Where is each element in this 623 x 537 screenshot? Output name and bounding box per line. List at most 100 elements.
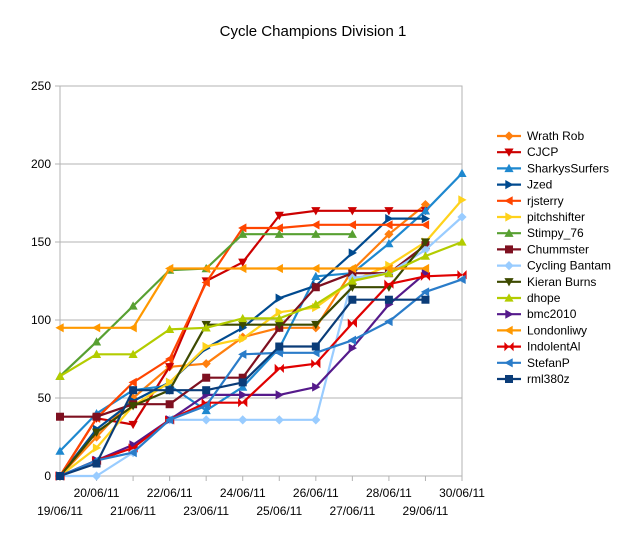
legend-label: pitchshifter bbox=[527, 210, 585, 224]
y-tick-label: 50 bbox=[38, 391, 52, 405]
legend-swatch-marker bbox=[505, 245, 513, 253]
legend-label: Stimpy_76 bbox=[527, 226, 584, 240]
legend-entry: Wrath Rob bbox=[497, 129, 584, 143]
series-line bbox=[60, 275, 462, 476]
data-point bbox=[93, 460, 101, 468]
x-tick-label: 24/06/11 bbox=[220, 486, 266, 500]
x-tick-label: 25/06/11 bbox=[256, 504, 302, 518]
y-tick-label: 200 bbox=[31, 157, 51, 171]
x-tick-label: 30/06/11 bbox=[439, 486, 485, 500]
legend-entry: Kieran Burns bbox=[497, 275, 596, 289]
legend-label: Wrath Rob bbox=[527, 129, 584, 143]
series-line bbox=[60, 279, 462, 476]
x-tick-label: 20/06/11 bbox=[74, 486, 120, 500]
data-point bbox=[275, 264, 283, 273]
x-tick-label: 21/06/11 bbox=[110, 504, 156, 518]
data-point bbox=[311, 359, 320, 368]
legend-entry: Stimpy_76 bbox=[497, 226, 584, 240]
legend-entry: bmc2010 bbox=[497, 307, 577, 321]
legend-entry: dhope bbox=[497, 291, 561, 305]
data-point bbox=[311, 220, 319, 229]
data-point bbox=[457, 169, 466, 177]
data-point bbox=[202, 415, 211, 424]
legend-swatch-marker bbox=[505, 180, 513, 189]
legend-entry: CJCP bbox=[497, 145, 558, 159]
data-point bbox=[348, 336, 356, 345]
data-point bbox=[385, 296, 393, 304]
legend-label: bmc2010 bbox=[527, 307, 577, 321]
data-point bbox=[56, 413, 64, 421]
series-line bbox=[60, 211, 426, 476]
legend-label: Londonliwy bbox=[527, 323, 587, 337]
series-indolental bbox=[55, 270, 466, 480]
data-point bbox=[312, 283, 320, 291]
data-point bbox=[56, 472, 64, 480]
legend-label: dhope bbox=[527, 291, 561, 305]
data-point bbox=[275, 415, 284, 424]
legend-label: StefanP bbox=[527, 356, 570, 370]
legend-label: CJCP bbox=[527, 145, 558, 159]
legend-swatch-marker bbox=[504, 358, 512, 367]
y-tick-label: 100 bbox=[31, 313, 51, 327]
data-point bbox=[276, 294, 284, 303]
legend-label: Jzed bbox=[527, 178, 552, 192]
line-chart: Cycle Champions Division 1 0 50 100 150 200 2… bbox=[0, 0, 623, 537]
legend-entry: IndolentAl bbox=[497, 340, 580, 354]
legend-entry: StefanP bbox=[497, 356, 570, 370]
legend-entry: Chummster bbox=[497, 242, 589, 256]
x-tick-label: 23/06/11 bbox=[183, 504, 229, 518]
data-point bbox=[311, 415, 320, 424]
series-jzed bbox=[56, 214, 430, 481]
legend-entry: Cycling Bantam bbox=[497, 259, 611, 273]
legend-label: SharkysSurfers bbox=[527, 161, 609, 175]
legend-label: rml380z bbox=[527, 372, 570, 386]
data-point bbox=[166, 400, 174, 408]
legend-entry: Londonliwy bbox=[497, 323, 587, 337]
data-point bbox=[128, 323, 136, 332]
y-tick-label: 150 bbox=[31, 235, 51, 249]
legend-label: Cycling Bantam bbox=[527, 259, 611, 273]
x-tick-label: 29/06/11 bbox=[403, 504, 449, 518]
legend-label: Chummster bbox=[527, 242, 589, 256]
y-tick-label: 0 bbox=[44, 469, 51, 483]
legend-entry: pitchshifter bbox=[497, 210, 585, 224]
series-stefanp bbox=[55, 275, 465, 481]
legend-label: IndolentAl bbox=[527, 340, 580, 354]
legend-swatch-marker bbox=[505, 212, 513, 221]
series-cycling-bantam bbox=[55, 212, 466, 480]
data-point bbox=[202, 374, 210, 382]
data-point bbox=[275, 343, 283, 351]
series-line bbox=[60, 200, 462, 476]
series-line bbox=[60, 217, 462, 476]
legend-entry: Jzed bbox=[497, 178, 552, 192]
data-point bbox=[348, 220, 356, 229]
data-point bbox=[312, 343, 320, 351]
data-point bbox=[239, 378, 247, 386]
data-point bbox=[311, 264, 319, 273]
legend-label: rjsterry bbox=[527, 194, 564, 208]
legend-entry: SharkysSurfers bbox=[497, 161, 609, 175]
x-tick-label: 19/06/11 bbox=[37, 504, 83, 518]
legend-entry: rml380z bbox=[497, 372, 570, 386]
data-point bbox=[238, 415, 247, 424]
data-point bbox=[384, 317, 392, 326]
data-point bbox=[348, 296, 356, 304]
data-point bbox=[421, 296, 429, 304]
x-tick-label: 27/06/11 bbox=[329, 504, 375, 518]
x-tick-label: 22/06/11 bbox=[147, 486, 193, 500]
y-tick-label: 250 bbox=[31, 79, 51, 93]
legend-swatch-marker bbox=[504, 196, 512, 205]
x-tick-label: 26/06/11 bbox=[293, 486, 339, 500]
data-point bbox=[92, 323, 100, 332]
data-point bbox=[202, 386, 210, 394]
legend-swatch-marker bbox=[505, 310, 513, 319]
legend-swatch-marker bbox=[505, 375, 513, 383]
legend-label: Kieran Burns bbox=[527, 275, 596, 289]
legend-swatch-marker bbox=[504, 131, 513, 140]
legend-entry: rjsterry bbox=[497, 194, 564, 208]
data-point bbox=[93, 413, 101, 421]
x-tick-label: 28/06/11 bbox=[366, 486, 412, 500]
chart-title: Cycle Champions Division 1 bbox=[220, 23, 407, 40]
legend-swatch-marker bbox=[504, 261, 513, 270]
data-point bbox=[166, 386, 174, 394]
